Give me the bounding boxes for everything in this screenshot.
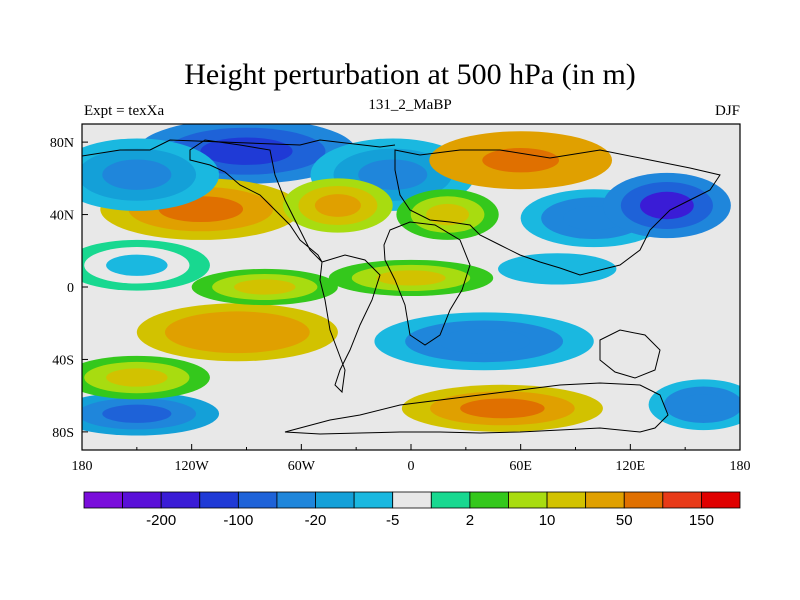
- heatmap-field: [82, 124, 740, 450]
- colorbar-bin: [83, 491, 123, 509]
- colorbar-bin: [315, 491, 355, 509]
- field-feature: [102, 404, 172, 423]
- colorbar-bin: [508, 491, 548, 509]
- experiment-label: Expt = texXa: [84, 103, 165, 119]
- coastline-australia: [599, 329, 661, 379]
- colorbar-bin: [585, 491, 625, 509]
- field-feature: [522, 259, 592, 279]
- colorbar-bin: [469, 491, 509, 509]
- colorbar-label: -200: [146, 512, 176, 529]
- colorbar-bin: [392, 491, 432, 509]
- colorbar-bin: [546, 491, 587, 509]
- field-feature: [102, 159, 172, 190]
- coastline-antarctica: [284, 382, 669, 435]
- field-feature: [358, 159, 428, 190]
- colorbar-bin: [199, 491, 239, 509]
- x-tick-label: 180: [730, 459, 751, 474]
- field-feature: [640, 191, 694, 220]
- field-feature: [680, 394, 727, 416]
- colorbar: -200 -100 -20 -5 2 10 50 150: [83, 491, 741, 529]
- colorbar-label: 50: [616, 512, 633, 529]
- field-feature: [195, 320, 280, 345]
- coastline-africa: [383, 221, 471, 346]
- run-label: 131_2_MaBP: [368, 97, 452, 113]
- colorbar-label: -100: [223, 512, 253, 529]
- colorbar-bin: [122, 491, 162, 509]
- colorbar-label: 10: [539, 512, 556, 529]
- coastline-north-america: [189, 139, 323, 263]
- coastline-south-america: [319, 254, 381, 394]
- colorbar-bin: [701, 491, 741, 509]
- field-feature: [234, 279, 296, 295]
- field-feature: [106, 254, 168, 276]
- field-feature: [426, 203, 470, 226]
- y-tick-label: 40N: [50, 209, 74, 224]
- x-tick-label: 0: [408, 459, 415, 474]
- field-feature: [376, 270, 446, 286]
- colorbar-bin: [623, 491, 664, 509]
- field-feature: [460, 398, 545, 419]
- coastline-eurasia: [394, 149, 721, 276]
- field-feature: [438, 329, 531, 354]
- x-tick-label: 120E: [616, 459, 646, 474]
- season-label: DJF: [714, 103, 740, 119]
- y-tick-label: 80S: [52, 426, 74, 441]
- x-tick-label: 60E: [509, 459, 532, 474]
- coastlines: [82, 139, 721, 435]
- y-tick-label: 40S: [52, 353, 74, 368]
- colorbar-bin: [430, 491, 471, 509]
- chart-title: Height perturbation at 500 hPa (in m): [184, 58, 636, 91]
- colorbar-label: -5: [386, 512, 399, 529]
- y-axis: 80N 40N 0 40S 80S: [50, 136, 88, 441]
- coastline-arctic: [82, 139, 396, 157]
- y-tick-label: 80N: [50, 136, 74, 151]
- colorbar-bin: [276, 491, 316, 509]
- colorbar-label: -20: [305, 512, 327, 529]
- x-tick-label: 60W: [288, 459, 316, 474]
- colorbar-bin: [160, 491, 201, 509]
- x-axis: 180 120W 60W 0 60E 120E 180: [72, 444, 751, 474]
- field-feature: [106, 368, 168, 387]
- colorbar-bin: [353, 491, 394, 509]
- colorbar-bin: [237, 491, 278, 509]
- x-tick-label: 120W: [175, 459, 210, 474]
- colorbar-label: 150: [689, 512, 714, 529]
- y-tick-label: 0: [67, 281, 74, 296]
- colorbar-bin: [662, 491, 702, 509]
- field-feature: [314, 194, 361, 217]
- colorbar-label: 2: [466, 512, 474, 529]
- field-feature: [482, 148, 560, 173]
- x-tick-label: 180: [72, 459, 93, 474]
